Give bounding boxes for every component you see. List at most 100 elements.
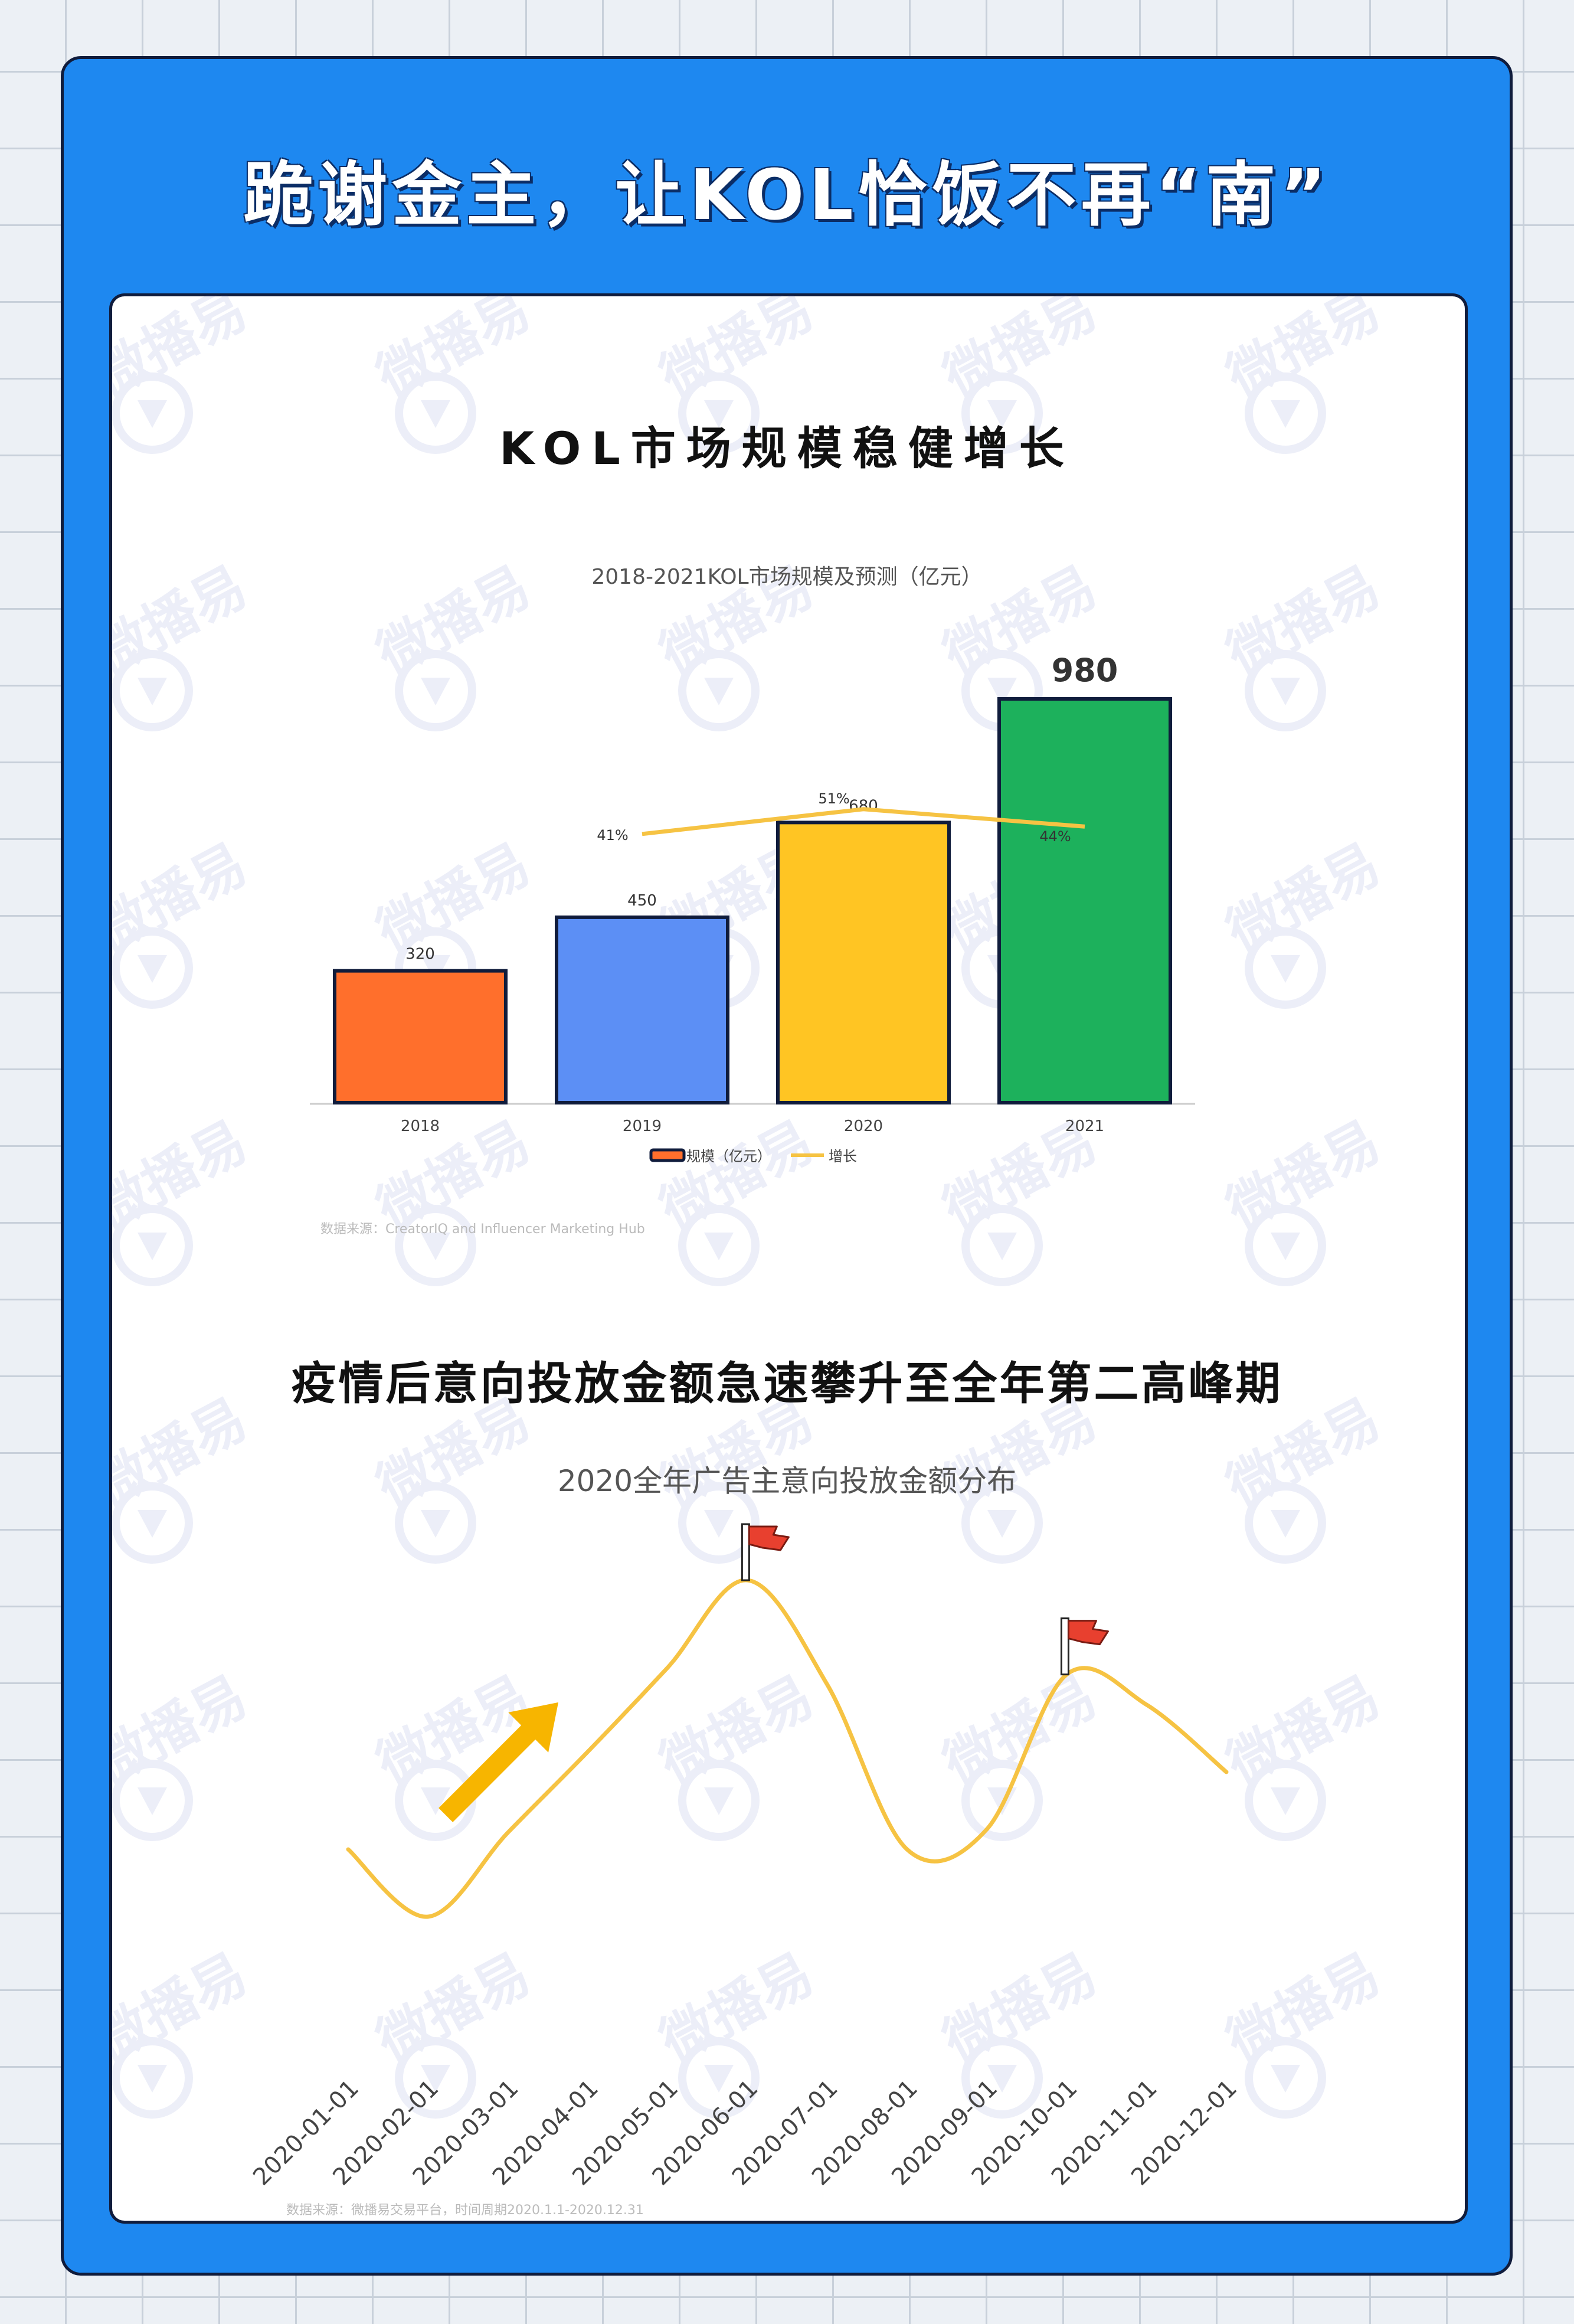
watermark-logo-icon (395, 650, 476, 731)
bar-chart-source: 数据来源：CreatorIQ and Influencer Marketing … (320, 1222, 645, 1237)
watermark-logo-icon (961, 2037, 1043, 2119)
watermark-logo-icon (678, 372, 760, 454)
rising-arrow-icon (439, 1702, 559, 1822)
watermark-logo-icon (138, 1233, 167, 1260)
watermark-logo-icon (1271, 1233, 1300, 1260)
watermark-logo-icon (395, 372, 476, 454)
flag-cloth (1067, 1620, 1109, 1646)
watermark-logo-icon (1271, 1787, 1300, 1815)
watermark-logo-icon (961, 1482, 1043, 1564)
watermark-logo-icon (421, 1510, 450, 1538)
section2-title: 疫情后意向投放金额急速攀升至全年第二高峰期 (291, 1357, 1283, 1410)
watermark-logo-icon (138, 1510, 167, 1538)
watermark-logo-icon (1245, 2037, 1326, 2119)
bar-2018 (333, 969, 508, 1105)
watermark-logo-icon (1271, 1510, 1300, 1538)
legend-label-line: 增长 (829, 1148, 857, 1165)
growth-label-2019: 41% (597, 827, 628, 844)
kol-market-bar-chart: 320201845020196802020980202141%51%44%规模（… (310, 652, 1195, 1165)
watermark-logo-icon (112, 1760, 193, 1841)
peak-flag-icon (1060, 1617, 1109, 1676)
watermark-logo-icon (961, 1205, 1043, 1286)
content-card (109, 293, 1468, 2224)
watermark-logo-icon (678, 1205, 760, 1286)
watermark-logo-icon (678, 650, 760, 731)
rising-arrow-shaft (439, 1724, 536, 1822)
legend-swatch-bar (649, 1148, 686, 1162)
rising-arrow-head (508, 1702, 559, 1753)
watermark-text: 微播易 (366, 295, 541, 410)
watermark-logo-icon (961, 372, 1043, 454)
watermark-logo-icon (1271, 2065, 1300, 2093)
bar-2019 (555, 915, 729, 1104)
watermark-logo-icon (395, 2037, 476, 2119)
watermark-logo-icon (987, 1233, 1017, 1260)
watermark-logo-icon (704, 1510, 734, 1538)
watermark-logo-icon (704, 1787, 734, 1815)
watermark-logo-icon (987, 678, 1017, 705)
watermark-logo-icon (138, 955, 167, 983)
watermark-logo-icon (1271, 678, 1300, 705)
watermark-logo-icon (1245, 372, 1326, 454)
watermark-text: 微播易 (933, 295, 1107, 410)
watermark-logo-icon (395, 1205, 476, 1286)
watermark-logo-icon (138, 1787, 167, 1815)
watermark-logo-icon (112, 927, 193, 1009)
watermark-logo-icon (1245, 927, 1326, 1009)
watermark-logo-icon (112, 650, 193, 731)
watermark-logo-icon (112, 1482, 193, 1564)
watermark-logo-icon (704, 2065, 734, 2093)
watermark-logo-icon (395, 1482, 476, 1564)
watermark-logo-icon (421, 2065, 450, 2093)
watermark-logo-icon (987, 400, 1017, 428)
watermark-logo-icon (112, 1205, 193, 1286)
growth-line (642, 807, 1085, 836)
x-tick-label-2021: 2021 (1065, 1117, 1104, 1135)
watermark-logo-icon (678, 1482, 760, 1564)
watermark-logo-icon (987, 1510, 1017, 1538)
bar-value-label-2021: 980 (1052, 652, 1118, 689)
bar-2021 (997, 697, 1172, 1104)
watermark-logo-icon (704, 400, 734, 428)
watermark-logo-icon (1245, 1760, 1326, 1841)
watermark-logo-icon (1271, 955, 1300, 983)
watermark-logo-icon (1271, 400, 1300, 428)
watermark-logo-icon (112, 372, 193, 454)
watermark-logo-icon (138, 2065, 167, 2093)
watermark-logo-icon (678, 2037, 760, 2119)
growth-label-2021: 44% (1039, 828, 1071, 845)
watermark-logo-icon (421, 678, 450, 705)
watermark-logo-icon (1245, 1482, 1326, 1564)
watermark-logo-icon (421, 1233, 450, 1260)
page-headline: 跪谢金主，让KOL恰饭不再“南” (243, 154, 1331, 236)
watermark-logo-icon (138, 400, 167, 428)
line-chart-source: 数据来源：微播易交易平台，时间周期2020.1.1-2020.12.31 (286, 2203, 644, 2218)
x-tick-label-2018: 2018 (401, 1117, 440, 1135)
watermark-logo-icon (112, 2037, 193, 2119)
bar-value-label-2019: 450 (627, 892, 657, 910)
x-tick-label-2019: 2019 (623, 1117, 662, 1135)
ad-spend-line-chart: 2020-01-012020-02-012020-03-012020-04-01… (248, 1523, 1242, 2191)
x-tick-label-2020: 2020 (844, 1117, 883, 1135)
watermark-logo-icon (961, 1760, 1043, 1841)
watermark-logo-icon (1245, 650, 1326, 731)
bar-value-label-2018: 320 (405, 946, 435, 963)
watermark-logo-icon (421, 400, 450, 428)
legend-label-bar: 规模（亿元） (686, 1148, 771, 1165)
flag-pole (1060, 1617, 1069, 1676)
watermark-logo-icon (678, 1760, 760, 1841)
watermark-text: 微播易 (1216, 295, 1390, 410)
watermark-logo-icon (1245, 1205, 1326, 1286)
watermark-logo-icon (987, 2065, 1017, 2093)
watermark-layer: 微播易 微播易 微播易 微播易 微播易微播易 微播易 微播易 微播易 微播易微播易 微播易 微播易微… (111, 295, 1390, 2119)
bar-2020 (776, 821, 951, 1104)
watermark-logo-icon (704, 678, 734, 705)
flag-cloth (748, 1525, 790, 1551)
growth-label-2020: 51% (818, 790, 849, 807)
peak-flag-icon (741, 1523, 790, 1581)
section1-title: KOL市场规模稳健增长 (499, 422, 1075, 475)
bar-chart-title: 2018-2021KOL市场规模及预测（亿元） (591, 565, 983, 589)
line-chart-title: 2020全年广告主意向投放金额分布 (557, 1464, 1017, 1498)
watermark-logo-icon (421, 955, 450, 983)
watermark-logo-icon (704, 1233, 734, 1260)
